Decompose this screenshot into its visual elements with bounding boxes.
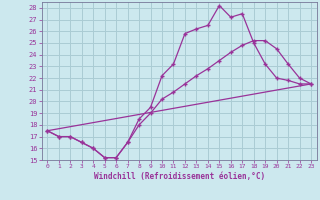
X-axis label: Windchill (Refroidissement éolien,°C): Windchill (Refroidissement éolien,°C) xyxy=(94,172,265,181)
